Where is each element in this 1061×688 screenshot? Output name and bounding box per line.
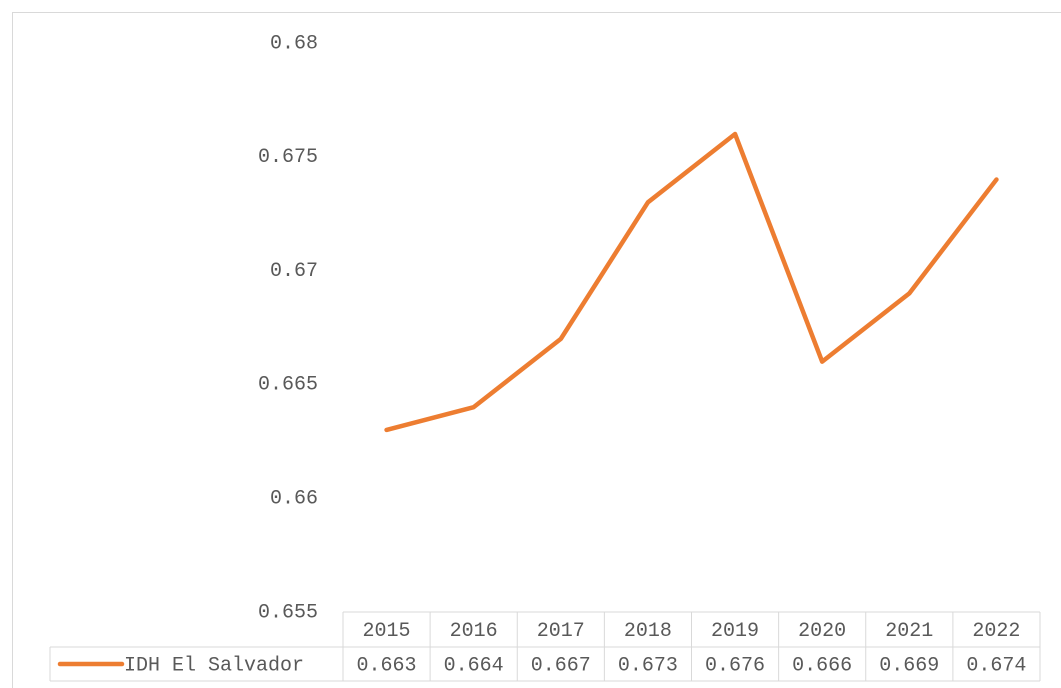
- table-value: 0.667: [531, 654, 591, 677]
- chart-border: [12, 12, 1061, 688]
- table-value: 0.663: [357, 654, 417, 677]
- x-tick-label: 2019: [711, 620, 759, 643]
- data-line: [384, 131, 999, 433]
- legend-label: IDH El Salvador: [124, 654, 304, 677]
- x-tick-label: 2017: [537, 620, 585, 643]
- table-value: 0.674: [966, 654, 1026, 677]
- y-tick-label: 0.655: [258, 601, 318, 624]
- table-value: 0.673: [618, 654, 678, 677]
- x-tick-label: 2015: [363, 620, 411, 643]
- table-value: 0.664: [444, 654, 504, 677]
- x-tick-label: 2016: [450, 620, 498, 643]
- y-tick-label: 0.665: [258, 374, 318, 397]
- y-tick-label: 0.675: [258, 146, 318, 169]
- y-tick-label: 0.68: [270, 32, 318, 55]
- y-tick-label: 0.67: [270, 260, 318, 283]
- x-tick-label: 2018: [624, 620, 672, 643]
- x-tick-label: 2020: [798, 620, 846, 643]
- y-tick-label: 0.66: [270, 487, 318, 510]
- table-value: 0.676: [705, 654, 765, 677]
- x-tick-label: 2022: [972, 620, 1020, 643]
- x-tick-label: 2021: [885, 620, 933, 643]
- table-value: 0.666: [792, 654, 852, 677]
- table-value: 0.669: [879, 654, 939, 677]
